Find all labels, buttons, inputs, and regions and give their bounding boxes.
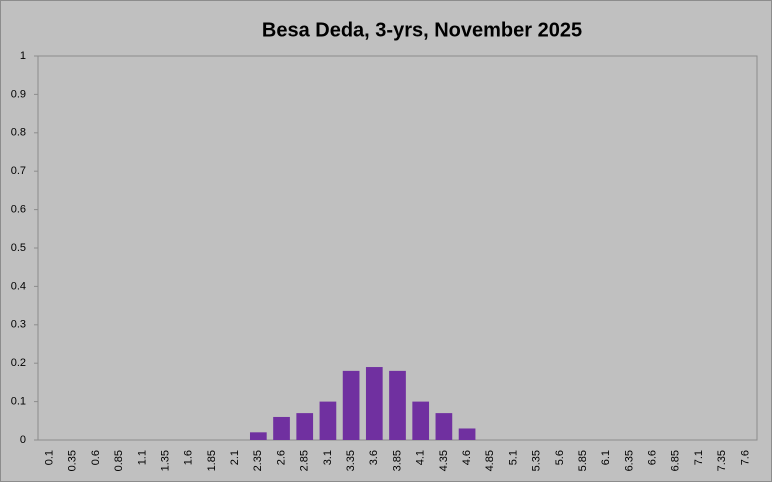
- x-tick-label: 3.35: [345, 450, 357, 471]
- y-tick-label: 1: [20, 50, 26, 62]
- x-tick-label: 7.35: [716, 450, 728, 471]
- x-tick-label: 5.35: [531, 450, 543, 471]
- x-tick-label: 5.6: [554, 450, 566, 465]
- y-tick-label: 0.5: [11, 242, 26, 254]
- x-tick-label: 0.6: [90, 450, 102, 465]
- x-tick-label: 3.6: [368, 450, 380, 465]
- x-tick-label: 5.1: [507, 450, 519, 465]
- y-tick-label: 0.3: [11, 319, 26, 331]
- x-tick-label: 2.1: [229, 450, 241, 465]
- x-tick-label: 4.1: [415, 450, 427, 465]
- x-tick-label: 7.6: [739, 450, 751, 465]
- bar: [342, 370, 360, 440]
- x-tick-label: 6.1: [600, 450, 612, 465]
- x-tick-label: 2.85: [299, 450, 311, 471]
- chart-title: Besa Deda, 3-yrs, November 2025: [262, 19, 582, 41]
- bar: [389, 370, 406, 440]
- bar: [435, 413, 453, 440]
- bar: [296, 413, 314, 440]
- x-tick-label: 6.6: [647, 450, 659, 465]
- x-tick-label: 7.1: [693, 450, 705, 465]
- y-tick-label: 0.6: [11, 204, 26, 216]
- bar: [365, 367, 383, 440]
- y-tick-label: 0.2: [11, 357, 26, 369]
- x-tick-label: 5.85: [577, 450, 589, 471]
- x-tick-label: 0.35: [67, 450, 79, 471]
- x-tick-label: 4.85: [484, 450, 496, 471]
- y-tick-label: 0: [20, 434, 26, 446]
- bar: [319, 401, 337, 440]
- x-tick-label: 0.1: [44, 450, 56, 465]
- x-tick-label: 1.6: [183, 450, 195, 465]
- y-tick-label: 0.7: [11, 165, 26, 177]
- x-tick-label: 6.35: [623, 450, 635, 471]
- x-tick-label: 1.35: [159, 450, 171, 471]
- bar: [458, 428, 476, 440]
- y-tick-label: 0.9: [11, 88, 26, 100]
- x-tick-label: 2.35: [252, 450, 264, 471]
- x-tick-label: 6.85: [670, 450, 682, 471]
- x-tick-label: 3.85: [391, 450, 403, 471]
- bar: [249, 432, 267, 440]
- x-tick-label: 1.1: [136, 450, 148, 465]
- x-tick-label: 1.85: [206, 450, 218, 471]
- y-tick-label: 0.1: [11, 396, 26, 408]
- x-tick-label: 3.1: [322, 450, 334, 465]
- y-tick-label: 0.4: [11, 280, 26, 292]
- x-tick-label: 4.6: [461, 450, 473, 465]
- bar: [412, 401, 430, 440]
- x-tick-label: 0.85: [113, 450, 125, 471]
- bar: [273, 416, 290, 440]
- x-tick-label: 4.35: [438, 450, 450, 471]
- x-tick-label: 2.6: [275, 450, 287, 465]
- y-tick-label: 0.8: [11, 127, 26, 139]
